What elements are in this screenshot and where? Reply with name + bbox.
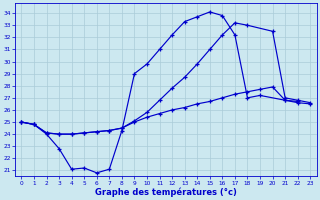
X-axis label: Graphe des températures (°c): Graphe des températures (°c)	[95, 187, 237, 197]
